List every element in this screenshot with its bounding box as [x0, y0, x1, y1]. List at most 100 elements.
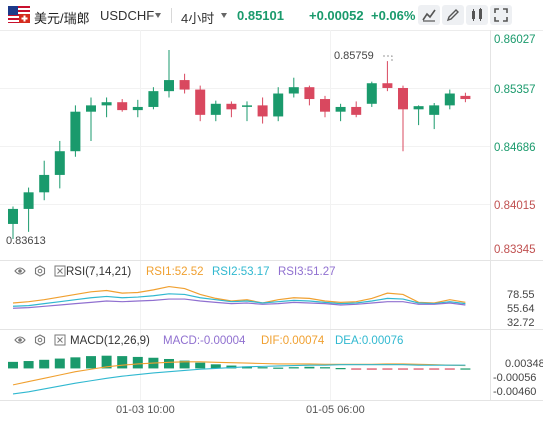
- expand-button[interactable]: [490, 5, 512, 25]
- macd-histogram-bar: [335, 368, 346, 370]
- candle-body: [210, 103, 221, 115]
- dif-line: [12, 361, 466, 386]
- candle-body: [70, 111, 81, 152]
- rsi-lines-group: [12, 285, 466, 309]
- candle-body: [304, 87, 315, 100]
- rsi-axis-label: 78.55: [507, 289, 535, 301]
- macd-histogram-bar: [366, 368, 377, 370]
- macd-histogram-bar: [179, 360, 190, 369]
- close-icon[interactable]: [54, 265, 66, 277]
- candle-body: [351, 106, 362, 115]
- macd-indicator-header: MACD(12,26,9) MACD:-0.00004 DIF:0.00074 …: [0, 332, 460, 350]
- macd-histogram-bar: [54, 358, 65, 369]
- expand-icon: [494, 8, 508, 22]
- high-price-annotation: 0.85759: [334, 50, 374, 62]
- macd-histogram-bar: [86, 356, 96, 369]
- macd-axis-label: -0.00056: [493, 372, 537, 384]
- candle-body: [444, 93, 455, 106]
- macd-histogram-bar: [70, 357, 81, 369]
- macd-lines-group: [12, 361, 466, 395]
- indicator-button[interactable]: [418, 5, 440, 25]
- header-divider: [171, 8, 172, 23]
- candle-body: [117, 102, 128, 111]
- us-flag-icon: [8, 6, 30, 23]
- candle-body: [86, 105, 96, 112]
- candle-body: [335, 106, 346, 112]
- candle-body: [273, 93, 284, 117]
- rsi-indicator-header: RSI(7,14,21) RSI1:52.52 RSI2:53.17 RSI3:…: [0, 263, 400, 281]
- rsi-name: RSI(7,14,21): [66, 266, 132, 278]
- macd-histogram-bar: [132, 356, 143, 369]
- price-axis-label: 0.84686: [494, 142, 536, 154]
- macd-histogram-bar: [273, 367, 284, 369]
- eye-icon[interactable]: [14, 334, 26, 346]
- macd-histogram-bar: [320, 367, 330, 369]
- candle-body: [8, 208, 18, 224]
- symbol-chevron-down-icon[interactable]: [155, 13, 161, 18]
- candle-body: [382, 83, 393, 88]
- macd-axis-label: 0.00348: [505, 358, 543, 370]
- candle-body: [398, 87, 408, 110]
- period-selector[interactable]: 4小时: [181, 11, 215, 26]
- close-icon[interactable]: [54, 334, 66, 346]
- candle-body: [148, 91, 159, 107]
- high-annotation-leader: [383, 55, 393, 63]
- macd-histogram-bar: [304, 366, 315, 369]
- macd-histogram-bar: [257, 367, 268, 369]
- symbol-selector[interactable]: USDCHF: [100, 8, 155, 23]
- macd-value: MACD:-0.00004: [163, 335, 246, 347]
- candle-body: [179, 80, 190, 90]
- macd-histogram-bar: [398, 368, 408, 370]
- price-axis-label: 0.83345: [494, 244, 536, 256]
- macd-histogram-bar: [23, 361, 34, 369]
- chart-header: 美元/瑞郎 USDCHF 4小时 0.85101 +0.00052 +0.06%: [0, 0, 543, 30]
- rsi2-value: RSI2:53.17: [212, 266, 270, 278]
- macd-histogram-bar: [117, 356, 128, 369]
- macd-histogram-bar: [8, 361, 18, 369]
- candle-body: [132, 106, 143, 111]
- macd-axis-label: -0.00460: [493, 386, 537, 398]
- price-change-percent: +0.06%: [371, 8, 416, 23]
- candle-body: [320, 99, 330, 112]
- candle-body: [39, 174, 50, 193]
- draw-button[interactable]: [442, 5, 464, 25]
- macd-histogram-bar: [101, 355, 112, 369]
- macd-histogram-bar: [210, 364, 221, 369]
- candle-body: [429, 105, 440, 115]
- candle-body: [226, 103, 237, 110]
- gear-icon[interactable]: [34, 334, 46, 346]
- rsi-axis-label: 55.64: [507, 303, 535, 315]
- macd-histogram-bar: [226, 365, 237, 369]
- rsi1-value: RSI1:52.52: [146, 266, 204, 278]
- candle-body: [101, 102, 112, 106]
- rsi2-line: [12, 293, 466, 307]
- macd-histogram-bar: [164, 358, 174, 369]
- candle-body: [460, 95, 471, 100]
- candle-body: [164, 80, 174, 92]
- candle-body: [242, 105, 252, 107]
- macd-histogram-bar: [39, 359, 50, 369]
- macd-histogram-bar: [413, 368, 424, 370]
- price-change: +0.00052: [309, 8, 364, 23]
- macd-histogram-bar: [242, 366, 252, 369]
- dif-value: DIF:0.00074: [261, 335, 325, 347]
- candle-body: [195, 89, 206, 115]
- period-chevron-down-icon[interactable]: [221, 13, 227, 18]
- price-axis-label: 0.86027: [494, 34, 536, 46]
- x-axis-label: 01-03 10:00: [116, 404, 175, 416]
- eye-icon[interactable]: [14, 265, 26, 277]
- draw-icon: [446, 9, 459, 22]
- macd-histogram-bar: [288, 367, 299, 369]
- candle-body: [288, 87, 299, 94]
- dea-line: [12, 364, 466, 395]
- dea-value: DEA:0.00076: [335, 335, 404, 347]
- indicator-icon: [422, 9, 436, 22]
- compare-button[interactable]: [466, 5, 488, 25]
- macd-histogram-bar: [351, 368, 362, 370]
- last-price: 0.85101: [237, 8, 284, 23]
- candle-body: [366, 83, 377, 104]
- gear-icon[interactable]: [34, 265, 46, 277]
- macd-histogram-bar: [429, 368, 440, 370]
- rsi1-line: [12, 285, 466, 304]
